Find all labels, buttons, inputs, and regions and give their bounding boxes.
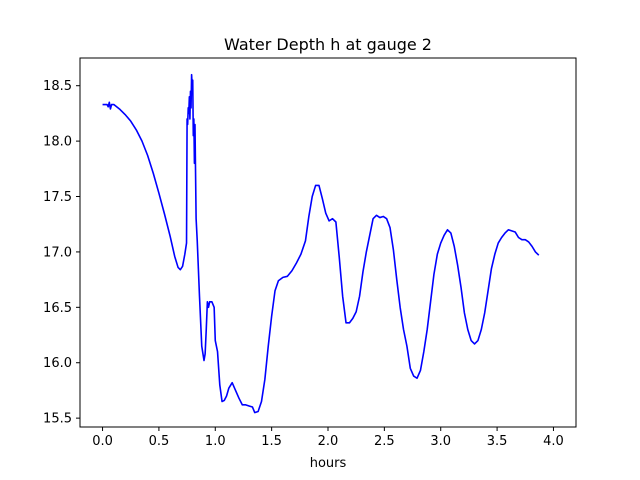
x-tick-label: 0.5 (149, 434, 170, 449)
y-tick-label: 18.0 (43, 135, 72, 150)
y-tick-label: 17.5 (43, 190, 72, 205)
x-tick-label: 2.0 (318, 434, 339, 449)
y-tick-label: 15.5 (43, 412, 72, 427)
y-tick-label: 18.5 (43, 79, 72, 94)
x-tick-label: 3.5 (487, 434, 508, 449)
plot-area: 0.0 0.5 1.0 1.5 2.0 2.5 3.0 3.5 4.0 15.5 16.0 16.5… (43, 57, 577, 449)
y-tick-label: 16.0 (43, 356, 72, 371)
y-axis-ticks: 15.5 16.0 16.5 17.0 17.5 18.0 18.5 (43, 79, 80, 427)
x-axis-label: hours (310, 456, 347, 471)
y-tick-label: 17.0 (43, 245, 72, 260)
x-tick-label: 0.0 (92, 434, 113, 449)
series-line-gauge-2 (102, 73, 540, 414)
y-tick-label: 16.5 (43, 301, 72, 316)
x-tick-label: 3.0 (430, 434, 451, 449)
x-tick-label: 1.0 (205, 434, 226, 449)
chart-title: Water Depth h at gauge 2 (224, 35, 432, 54)
x-axis-ticks: 0.0 0.5 1.0 1.5 2.0 2.5 3.0 3.5 4.0 (92, 427, 564, 449)
x-tick-label: 4.0 (543, 434, 564, 449)
x-tick-label: 2.5 (374, 434, 395, 449)
x-tick-label: 1.5 (261, 434, 282, 449)
